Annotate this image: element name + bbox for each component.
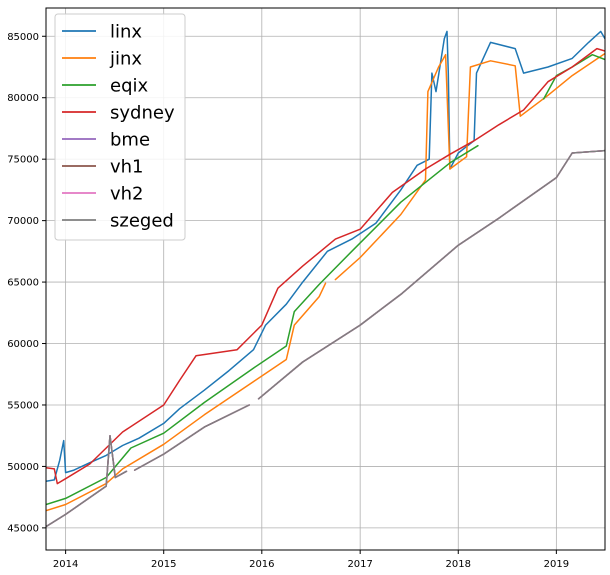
- x-tick-label: 2018: [446, 559, 471, 570]
- x-tick-label: 2014: [53, 559, 78, 570]
- legend-label-bme: bme: [110, 130, 150, 151]
- series-line-linx: [46, 30, 605, 482]
- y-tick-label: 50000: [7, 462, 39, 473]
- legend: linx jinx eqix sydney bme vh1 vh2 szeged: [54, 13, 186, 241]
- legend-label-eqix: eqix: [110, 76, 149, 97]
- plot-lines: [46, 30, 605, 528]
- legend-label-szeged: szeged: [110, 211, 174, 232]
- y-tick-label: 70000: [7, 216, 39, 227]
- x-tick-label: 2016: [249, 559, 274, 570]
- y-tick-label: 80000: [7, 93, 39, 104]
- legend-box: [54, 13, 186, 241]
- legend-label-vh1: vh1: [110, 157, 144, 178]
- x-tick-label: 2019: [544, 559, 569, 570]
- legend-label-jinx: jinx: [109, 49, 142, 70]
- legend-label-vh2: vh2: [110, 184, 144, 205]
- series-line-sydney: [46, 47, 605, 485]
- y-tick-label: 85000: [7, 32, 39, 43]
- x-tick-label: 2015: [151, 559, 176, 570]
- series-line-szeged: [46, 149, 605, 528]
- legend-label-sydney: sydney: [110, 103, 175, 124]
- y-tick-label: 60000: [7, 339, 39, 350]
- x-tick-label: 2017: [347, 559, 372, 570]
- plot-frame: [45, 7, 606, 551]
- series-line-jinx: [46, 52, 605, 512]
- legend-label-linx: linx: [110, 22, 142, 43]
- y-tick-label: 75000: [7, 155, 39, 166]
- y-tick-label: 45000: [7, 523, 39, 534]
- axes: 2014 2015 2016 2017 2018 2019 45000 50000 55000 6…: [7, 32, 569, 570]
- y-tick-label: 55000: [7, 400, 39, 411]
- y-tick-label: 65000: [7, 278, 39, 289]
